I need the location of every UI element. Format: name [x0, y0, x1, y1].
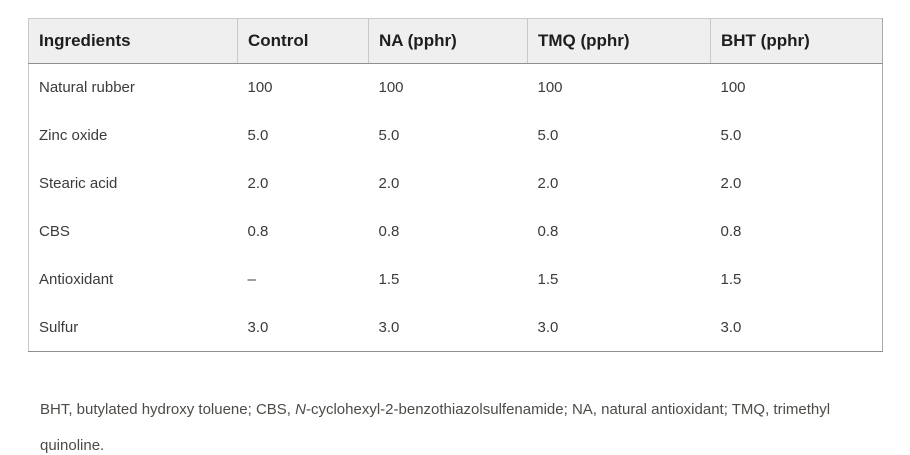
cell-control: 3.0: [237, 303, 369, 352]
cell-ingredient: CBS: [28, 207, 238, 256]
cell-tmq: 2.0: [527, 159, 711, 208]
cell-bht: 5.0: [710, 111, 883, 160]
cell-control: 100: [237, 63, 369, 112]
table-row: CBS 0.8 0.8 0.8 0.8: [28, 207, 883, 256]
table-row: Zinc oxide 5.0 5.0 5.0 5.0: [28, 111, 883, 160]
footnote-italic-n: N: [295, 401, 306, 418]
footnote-text-part2: -cyclohexyl-2-benzothiazolsulfenamide; N…: [40, 401, 831, 454]
cell-control: 0.8: [237, 207, 369, 256]
table-row: Sulfur 3.0 3.0 3.0 3.0: [28, 303, 883, 352]
cell-ingredient: Antioxidant: [28, 255, 238, 304]
cell-bht: 100: [710, 63, 883, 112]
cell-ingredient: Natural rubber: [28, 63, 238, 112]
cell-na: 0.8: [368, 207, 528, 256]
table-row: Natural rubber 100 100 100 100: [28, 63, 883, 112]
cell-ingredient: Zinc oxide: [28, 111, 238, 160]
cell-tmq: 5.0: [527, 111, 711, 160]
ingredients-table: Ingredients Control NA (pphr) TMQ (pphr)…: [28, 18, 883, 352]
cell-control: –: [237, 255, 369, 304]
cell-bht: 2.0: [710, 159, 883, 208]
table-row: Antioxidant – 1.5 1.5 1.5: [28, 255, 883, 304]
cell-na: 3.0: [368, 303, 528, 352]
cell-tmq: 3.0: [527, 303, 711, 352]
cell-na: 100: [368, 63, 528, 112]
footnote-text-part1: BHT, butylated hydroxy toluene; CBS,: [40, 401, 296, 418]
cell-control: 5.0: [237, 111, 369, 160]
cell-na: 1.5: [368, 255, 528, 304]
cell-ingredient: Sulfur: [28, 303, 238, 352]
cell-na: 2.0: [368, 159, 528, 208]
header-cell-na: NA (pphr): [368, 18, 528, 64]
table-row: Stearic acid 2.0 2.0 2.0 2.0: [28, 159, 883, 208]
cell-bht: 3.0: [710, 303, 883, 352]
header-cell-control: Control: [237, 18, 369, 64]
header-cell-ingredients: Ingredients: [28, 18, 238, 64]
cell-ingredient: Stearic acid: [28, 159, 238, 208]
cell-tmq: 1.5: [527, 255, 711, 304]
header-cell-tmq: TMQ (pphr): [527, 18, 711, 64]
cell-bht: 1.5: [710, 255, 883, 304]
cell-control: 2.0: [237, 159, 369, 208]
table-footnote: BHT, butylated hydroxy toluene; CBS, N-c…: [40, 392, 885, 455]
cell-tmq: 100: [527, 63, 711, 112]
cell-tmq: 0.8: [527, 207, 711, 256]
cell-bht: 0.8: [710, 207, 883, 256]
cell-na: 5.0: [368, 111, 528, 160]
table-header-row: Ingredients Control NA (pphr) TMQ (pphr)…: [28, 18, 883, 64]
header-cell-bht: BHT (pphr): [710, 18, 883, 64]
